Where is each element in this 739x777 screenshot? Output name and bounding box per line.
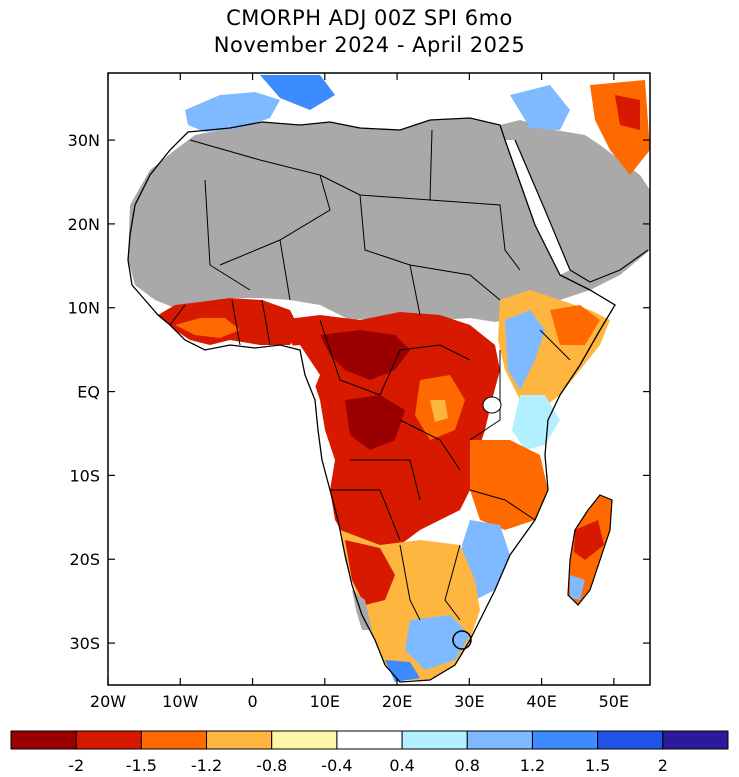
lon-tick-label-1: 10W: [162, 692, 198, 711]
arabia-coastline: [514, 139, 649, 283]
madagascar-coastline: [567, 494, 613, 606]
legend-label-1: -1.5: [126, 756, 157, 775]
west-africa-moderate: [175, 318, 240, 338]
country-borders: [169, 129, 571, 621]
legend-label-9: 2: [658, 756, 668, 775]
south-africa-coast-wet: [385, 660, 420, 682]
east-africa-wet: [505, 310, 545, 390]
lesotho-outline: [452, 630, 472, 650]
arabia-dry-2: [615, 95, 640, 130]
lat-tick-label-1: 20N: [68, 215, 100, 234]
legend-swatch-10: [662, 730, 729, 750]
lon-tick-label-4: 20E: [382, 692, 412, 711]
central-africa-mild: [430, 400, 448, 422]
legend-swatch-2: [140, 730, 208, 750]
legend-swatch-7: [466, 730, 533, 750]
legend-label-8: 1.5: [585, 756, 610, 775]
legend-swatch-4: [271, 730, 338, 750]
map-frame: [107, 72, 651, 686]
lon-tick-label-5: 30E: [454, 692, 484, 711]
lat-tick-label-3: EQ: [77, 383, 100, 402]
title-line-2: November 2024 - April 2025: [213, 33, 526, 57]
map-content: [127, 75, 650, 683]
lon-tick-label-0: 20W: [90, 692, 126, 711]
africa-coastline: [127, 117, 616, 683]
legend-swatch-3: [206, 730, 273, 750]
legend-swatch-5: [336, 730, 403, 750]
legend-swatch-1: [75, 730, 142, 750]
lat-tick-label-6: 30S: [69, 634, 100, 653]
lat-tick-label-4: 10S: [69, 466, 100, 485]
legend-swatch-0: [10, 730, 77, 750]
namibia-dry: [345, 540, 395, 605]
color-legend: -2 -1.5 -1.2 -0.8 -0.4 0.4 0.8 1.2 1.5 2: [10, 730, 729, 775]
legend-label-4: -0.4: [321, 756, 352, 775]
legend-swatch-8: [531, 730, 599, 750]
latitude-axis: 30N 20N 10N EQ 10S 20S 30S: [68, 131, 650, 653]
lon-tick-label-3: 10E: [310, 692, 340, 711]
gulf-of-guinea: [240, 345, 320, 400]
longitude-axis: 20W 10W 0 10E 20E 30E 40E 50E: [90, 73, 629, 711]
east-africa-wet-2: [512, 395, 560, 450]
legend-swatch-6: [401, 730, 468, 750]
tanzania-region: [470, 440, 548, 530]
central-africa-extreme: [320, 330, 410, 380]
lat-tick-label-2: 10N: [68, 299, 100, 318]
madagascar-wet: [570, 575, 585, 600]
north-africa-coast-wet: [185, 92, 280, 132]
lat-tick-label-5: 20S: [69, 550, 100, 569]
lon-tick-label-7: 50E: [599, 692, 629, 711]
north-africa-no-data: [128, 118, 650, 322]
levant-wet: [510, 85, 570, 130]
legend-label-0: -2: [68, 756, 84, 775]
legend-label-7: 1.2: [520, 756, 545, 775]
congo-extreme: [345, 395, 405, 450]
lon-tick-label-2: 0: [247, 692, 257, 711]
lake-victoria: [482, 396, 502, 414]
madagascar-dry: [574, 520, 604, 560]
legend-label-2: -1.2: [191, 756, 222, 775]
south-africa-wet: [405, 615, 470, 670]
legend-label-5: 0.4: [389, 756, 414, 775]
title-line-1: CMORPH ADJ 00Z SPI 6mo: [226, 6, 513, 30]
europe-wet: [260, 75, 335, 110]
red-sea: [505, 140, 570, 275]
legend-label-6: 0.8: [455, 756, 480, 775]
ethiopia-dry: [550, 305, 600, 345]
legend-swatch-9: [597, 730, 664, 750]
lon-tick-label-6: 40E: [526, 692, 556, 711]
legend-label-3: -0.8: [256, 756, 287, 775]
lat-tick-label-0: 30N: [68, 131, 100, 150]
